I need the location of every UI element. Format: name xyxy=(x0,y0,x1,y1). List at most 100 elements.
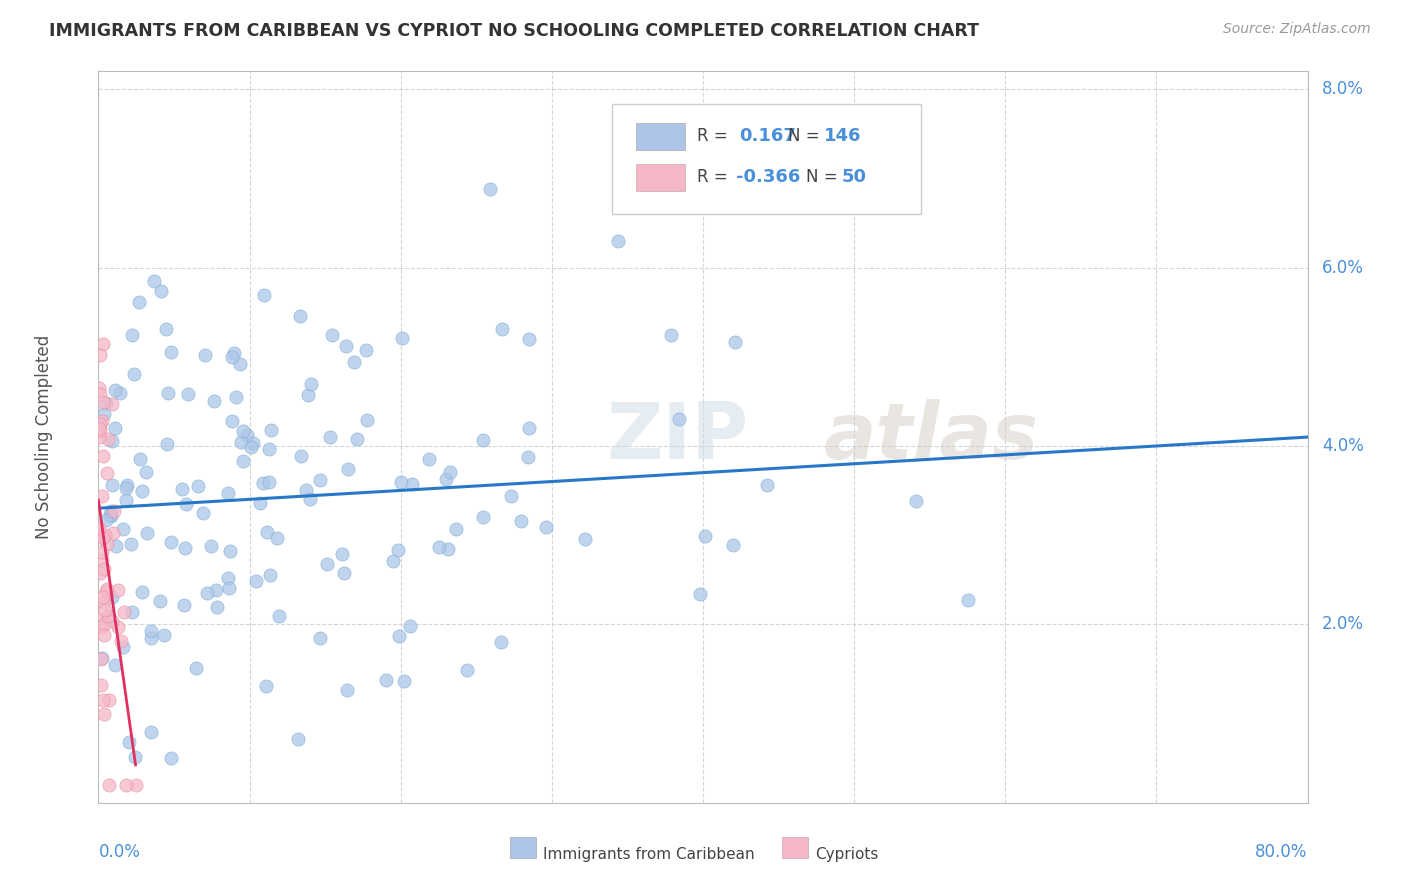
Point xyxy=(668,411,690,425)
Point xyxy=(257,475,280,489)
Point xyxy=(266,531,288,545)
Point xyxy=(114,481,136,495)
Point xyxy=(122,367,145,381)
Point xyxy=(184,661,207,675)
Text: Cypriots: Cypriots xyxy=(815,847,879,862)
Point xyxy=(90,413,112,427)
Point xyxy=(472,510,495,524)
Point xyxy=(96,582,118,597)
Point xyxy=(89,566,111,580)
Point xyxy=(693,529,716,543)
Point xyxy=(93,707,115,722)
Point xyxy=(89,423,111,437)
Point xyxy=(387,543,409,558)
Point xyxy=(316,557,339,571)
Point xyxy=(114,778,136,792)
Point xyxy=(267,609,290,624)
Point xyxy=(335,339,357,353)
Point xyxy=(479,182,502,196)
Point xyxy=(336,462,359,476)
Point xyxy=(240,440,263,454)
Text: N =: N = xyxy=(806,169,838,186)
Point xyxy=(142,273,165,287)
Text: atlas: atlas xyxy=(824,399,1039,475)
Point xyxy=(510,514,533,528)
Point xyxy=(356,413,378,427)
Point xyxy=(374,673,396,687)
Bar xyxy=(637,164,685,191)
Point xyxy=(218,544,240,558)
Point xyxy=(956,593,979,607)
Point xyxy=(89,348,111,362)
Text: Source: ZipAtlas.com: Source: ZipAtlas.com xyxy=(1223,22,1371,37)
Point xyxy=(392,674,415,689)
Point xyxy=(173,598,195,612)
Point xyxy=(110,633,132,648)
Point xyxy=(288,309,311,323)
Point xyxy=(156,385,179,400)
Point xyxy=(131,483,153,498)
Point xyxy=(254,679,277,693)
FancyBboxPatch shape xyxy=(613,104,921,214)
Point xyxy=(517,332,540,346)
Point xyxy=(689,587,711,601)
Point xyxy=(104,539,127,553)
Point xyxy=(96,396,118,410)
Point xyxy=(87,421,110,435)
Point xyxy=(91,692,114,706)
Point xyxy=(439,466,461,480)
Text: 8.0%: 8.0% xyxy=(1322,80,1364,98)
Point xyxy=(91,530,114,544)
Text: 80.0%: 80.0% xyxy=(1256,843,1308,861)
Point xyxy=(298,491,321,506)
Point xyxy=(112,522,135,536)
Point xyxy=(160,345,183,359)
Point xyxy=(491,322,513,336)
Point xyxy=(97,609,120,624)
Text: R =: R = xyxy=(697,127,728,145)
Point xyxy=(160,751,183,765)
Point xyxy=(107,620,129,634)
Point xyxy=(124,749,146,764)
Point xyxy=(574,532,596,546)
Point xyxy=(221,414,243,428)
Point xyxy=(191,506,214,520)
Point xyxy=(295,483,318,497)
Point xyxy=(242,435,264,450)
Point xyxy=(118,735,141,749)
Point xyxy=(399,618,422,632)
Point xyxy=(434,472,457,486)
Point xyxy=(91,545,114,559)
Point xyxy=(90,613,112,627)
Point xyxy=(225,390,247,404)
Point xyxy=(94,512,117,526)
Point xyxy=(202,393,225,408)
Point xyxy=(120,537,142,551)
Point xyxy=(90,652,112,666)
Point xyxy=(96,466,118,480)
Point xyxy=(218,581,240,595)
Point xyxy=(104,658,127,673)
Point xyxy=(104,383,127,397)
Point xyxy=(194,348,217,362)
Point xyxy=(174,541,197,555)
Point xyxy=(90,650,112,665)
Point xyxy=(755,478,778,492)
Point xyxy=(343,355,366,369)
Point xyxy=(112,640,135,655)
Point xyxy=(499,489,522,503)
Point xyxy=(221,350,243,364)
Point xyxy=(236,427,259,442)
Point xyxy=(249,496,271,510)
Point xyxy=(354,343,377,357)
Text: 6.0%: 6.0% xyxy=(1322,259,1364,277)
Point xyxy=(659,328,682,343)
Point xyxy=(259,568,281,582)
Point xyxy=(319,430,342,444)
Point xyxy=(200,539,222,553)
Point xyxy=(155,322,177,336)
Point xyxy=(91,553,114,567)
Point xyxy=(103,503,125,517)
Point xyxy=(96,583,118,598)
Point xyxy=(437,541,460,556)
